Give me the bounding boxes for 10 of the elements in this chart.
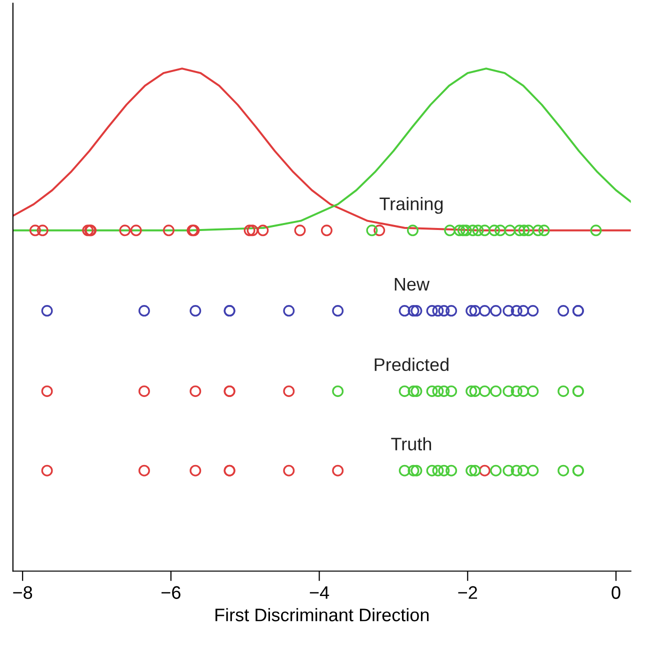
annotation: Predicted xyxy=(374,358,448,372)
annotation: Training xyxy=(380,196,443,214)
x-tick-label: 0 xyxy=(612,586,620,599)
x-axis-title: First Discriminant Direction xyxy=(216,608,429,622)
x-tick-label: −4 xyxy=(310,586,330,599)
annotation: New xyxy=(394,278,430,291)
x-tick-label: −2 xyxy=(458,586,478,599)
x-tick-label: −8 xyxy=(13,586,32,599)
annotation: Truth xyxy=(391,437,432,450)
x-tick-label: −6 xyxy=(162,586,180,599)
